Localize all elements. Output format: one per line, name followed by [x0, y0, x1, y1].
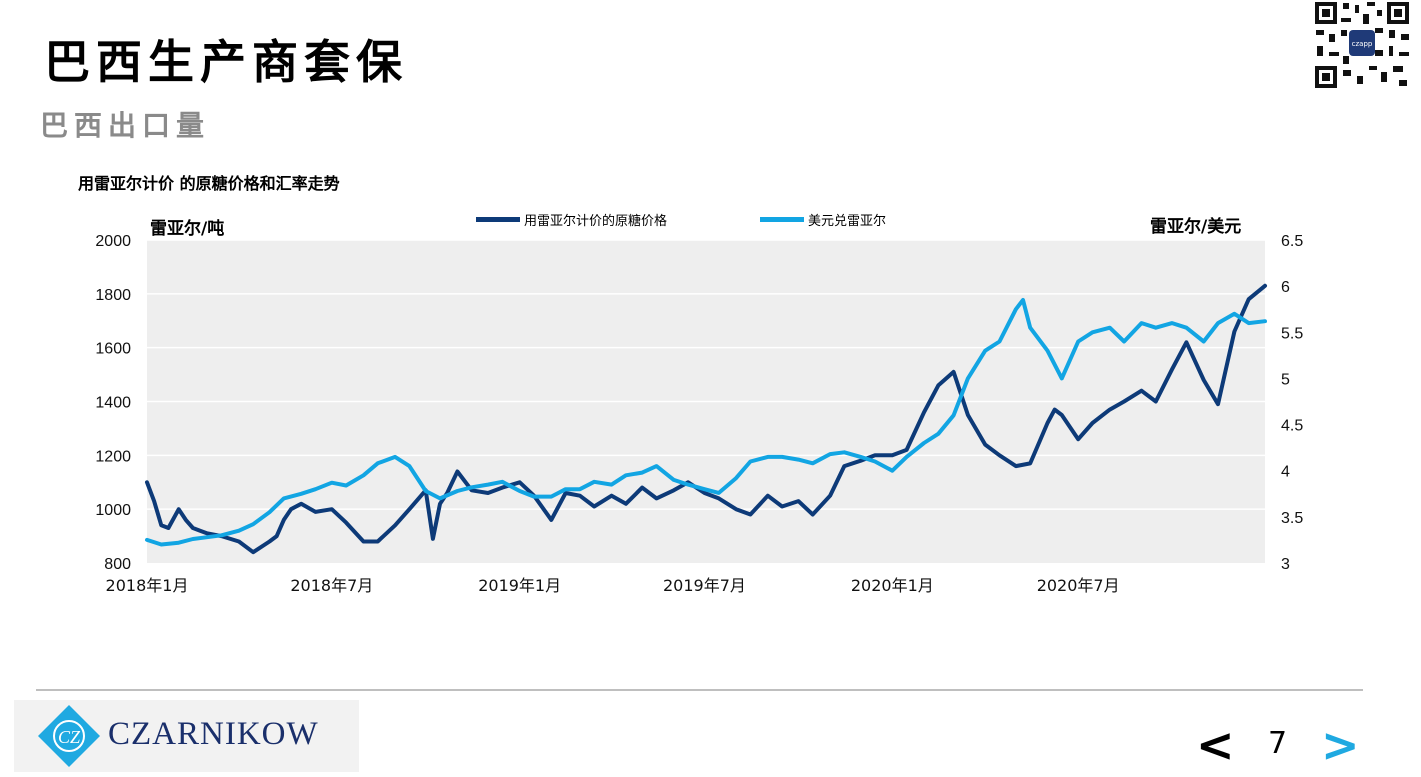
- left-tick-label: 1800: [95, 287, 131, 304]
- left-tick-label: 1200: [95, 448, 131, 465]
- left-tick-label: 1600: [95, 341, 131, 358]
- svg-text:CZ: CZ: [58, 727, 81, 747]
- legend-swatch-dark: [476, 217, 520, 222]
- x-tick-label: 2020年1月: [851, 576, 934, 595]
- right-tick-label: 6: [1281, 279, 1290, 296]
- right-tick-label: 6.5: [1281, 233, 1303, 250]
- series-line-sugar-price: [145, 283, 1267, 555]
- left-tick-label: 2000: [95, 233, 131, 250]
- svg-text:czapp: czapp: [1352, 40, 1373, 48]
- x-tick-label: 2018年1月: [106, 576, 189, 595]
- right-tick-label: 4.5: [1281, 418, 1303, 435]
- legend-item-sugar-price: 用雷亚尔计价的原糖价格: [476, 210, 667, 229]
- right-tick-label: 4: [1281, 464, 1290, 481]
- x-tick-label: 2019年1月: [478, 576, 561, 595]
- x-tick-label: 2019年7月: [663, 576, 746, 595]
- cz-diamond-icon: CZ: [38, 705, 100, 767]
- left-tick-label: 1400: [95, 395, 131, 412]
- qr-code-icon: czapp: [1313, 0, 1411, 90]
- chart-title: 用雷亚尔计价 的原糖价格和汇率走势: [78, 174, 340, 193]
- right-tick-label: 5.5: [1281, 325, 1303, 342]
- x-tick-label: 2018年7月: [290, 576, 373, 595]
- legend-label: 用雷亚尔计价的原糖价格: [524, 214, 668, 229]
- czarnikow-logo: CZ: [14, 700, 359, 772]
- logo-wordmark: CZARNIKOW: [108, 716, 319, 752]
- footer-divider: [36, 689, 1363, 691]
- next-slide-button[interactable]: >: [1321, 718, 1360, 772]
- left-axis-unit: 雷亚尔/吨: [150, 219, 225, 239]
- series-line-usd-brl: [145, 298, 1267, 547]
- right-tick-label: 5: [1281, 371, 1290, 388]
- left-tick-label: 800: [104, 556, 131, 573]
- page-number: 7: [1268, 726, 1288, 761]
- legend-swatch-light: [760, 217, 804, 222]
- right-tick-label: 3.5: [1281, 510, 1303, 527]
- slide-title: 巴西生产商套保: [44, 35, 408, 89]
- left-tick-label: 1000: [95, 502, 131, 519]
- legend-label: 美元兑雷亚尔: [808, 214, 887, 229]
- right-tick-label: 3: [1281, 556, 1290, 573]
- legend-item-usd-brl: 美元兑雷亚尔: [760, 210, 886, 229]
- line-chart: 800 1000 1200 1400 1600 1800 2000 3 3.5 4 4.5 5 5.5 6…: [95, 233, 1303, 595]
- previous-slide-button[interactable]: <: [1196, 718, 1235, 772]
- slide-subtitle: 巴西出口量: [40, 109, 211, 142]
- x-tick-label: 2020年7月: [1037, 576, 1120, 595]
- right-axis-unit: 雷亚尔/美元: [1150, 217, 1242, 237]
